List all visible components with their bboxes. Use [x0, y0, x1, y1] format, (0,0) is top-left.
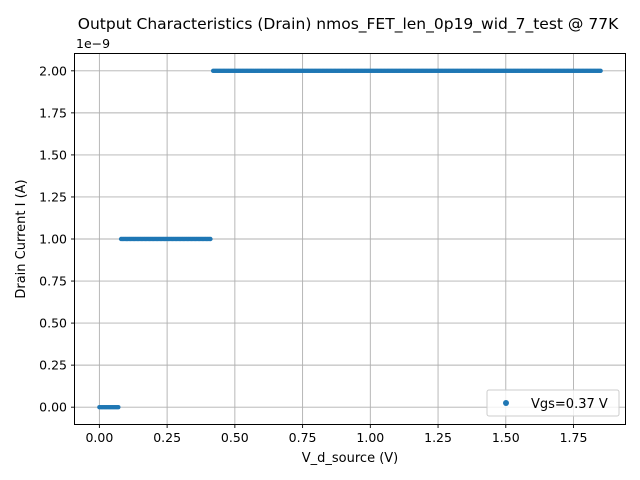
x-tick-label: 0.50 — [221, 430, 249, 445]
data-point — [208, 236, 213, 242]
x-tick-label: 0.00 — [85, 430, 113, 445]
y-tick-label: 1.00 — [39, 232, 67, 247]
y-axis-label: Drain Current I (A) — [14, 179, 29, 298]
legend-marker — [503, 400, 509, 406]
y-tick-label: 0.25 — [39, 358, 67, 373]
grid — [75, 54, 625, 424]
x-tick-label: 1.75 — [560, 430, 588, 445]
x-tick-label: 0.75 — [289, 430, 317, 445]
y-axis-ticks: 0.00 0.25 0.50 0.75 1.00 1.25 1.50 1.75 2.00 — [39, 63, 75, 415]
y-tick-label: 2.00 — [39, 63, 67, 78]
y-tick-label: 1.75 — [39, 105, 67, 120]
data-point — [598, 68, 603, 74]
y-offset-label: 1e−9 — [76, 36, 110, 51]
legend-label: Vgs=0.37 V — [531, 397, 608, 412]
x-tick-label: 1.00 — [356, 430, 384, 445]
y-tick-label: 0.00 — [39, 400, 67, 415]
x-axis-ticks: 0.00 0.25 0.50 0.75 1.00 1.25 1.50 1.75 — [85, 424, 587, 445]
x-tick-label: 0.25 — [153, 430, 181, 445]
y-tick-label: 0.75 — [39, 274, 67, 289]
y-tick-label: 0.50 — [39, 316, 67, 331]
x-tick-label: 1.50 — [492, 430, 520, 445]
y-tick-label: 1.50 — [39, 147, 67, 162]
data-point — [116, 404, 121, 410]
legend: Vgs=0.37 V — [486, 389, 620, 417]
x-axis-label: V_d_source (V) — [302, 451, 398, 466]
legend-box — [486, 389, 620, 417]
data-points — [97, 68, 603, 410]
y-tick-label: 1.25 — [39, 189, 67, 204]
chart-title: Output Characteristics (Drain) nmos_FET_… — [78, 15, 619, 34]
x-tick-label: 1.25 — [424, 430, 452, 445]
